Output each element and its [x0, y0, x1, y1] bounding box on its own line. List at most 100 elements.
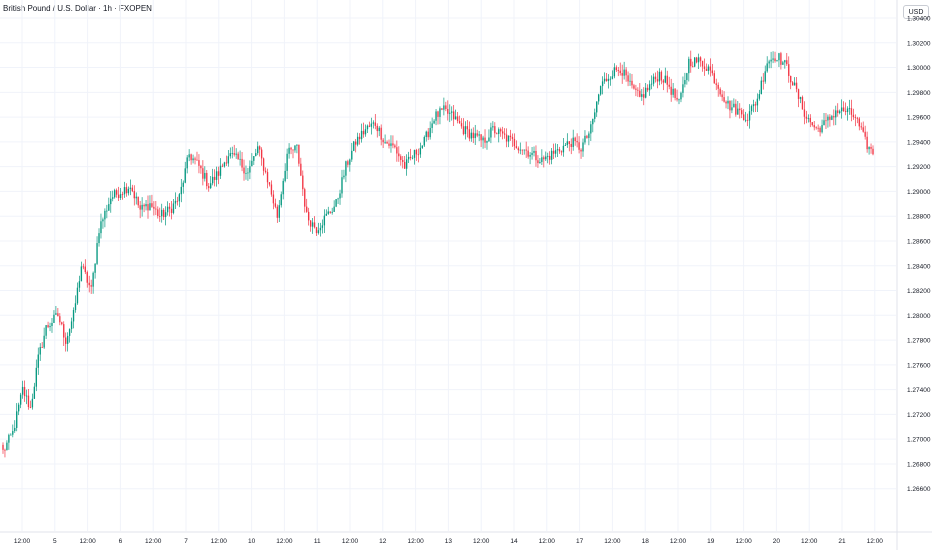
candle-down	[409, 148, 412, 161]
candle-up	[323, 209, 326, 234]
candle-up	[247, 167, 249, 181]
candle-down	[466, 119, 469, 138]
candle-down	[162, 208, 165, 221]
candle-down	[394, 143, 396, 149]
currency-selector-button[interactable]: USD	[903, 5, 929, 19]
candle-up	[145, 200, 147, 211]
price-tick-label: 1.28400	[907, 263, 931, 270]
candle-up	[66, 332, 69, 352]
candle-down	[355, 138, 357, 153]
candle-down	[719, 87, 721, 97]
candle-up	[425, 130, 427, 142]
candles	[2, 50, 874, 458]
candle-up	[341, 169, 343, 198]
candle-down	[786, 52, 788, 67]
candle-up	[384, 134, 386, 145]
candle-up	[756, 93, 759, 112]
candle-down	[427, 128, 429, 141]
candle-up	[37, 347, 39, 375]
candle-up	[94, 262, 96, 279]
candle-up	[848, 99, 851, 115]
candle-up	[100, 213, 102, 239]
candle-down	[241, 152, 243, 172]
candle-down	[797, 88, 800, 108]
candle-down	[137, 196, 139, 208]
candle-down	[196, 151, 198, 161]
candle-down	[176, 196, 179, 206]
time-tick-label: 5	[53, 538, 57, 545]
price-axis[interactable]: 1.30400 1.30200 1.30000 1.29800 1.29600 1.294…	[907, 16, 931, 494]
candle-up	[253, 156, 255, 165]
candle-up	[92, 271, 94, 294]
candle-up	[110, 191, 112, 213]
candle-up	[807, 114, 810, 123]
candle-down	[143, 203, 145, 213]
candle-up	[35, 359, 37, 392]
candle-up	[257, 141, 259, 156]
candle-down	[735, 99, 737, 117]
candle-down	[264, 167, 267, 174]
candle-up	[772, 51, 774, 64]
candle-up	[25, 389, 28, 405]
candle-down	[578, 136, 580, 154]
candle-down	[762, 73, 764, 90]
candle-down	[437, 110, 439, 125]
candle-up	[439, 106, 441, 125]
candle-up	[411, 155, 414, 160]
candle-up	[694, 57, 696, 68]
candle-down	[200, 164, 202, 174]
candle-up	[345, 160, 347, 183]
time-tick-label: 7	[184, 538, 188, 545]
time-axis[interactable]: 12:00 5 12:00 6 12:00 7 12:00 10 12:00 11 12:00 12 1…	[14, 538, 883, 545]
candle-up	[317, 222, 320, 235]
candle-down	[870, 143, 872, 154]
candle-up	[823, 112, 825, 126]
time-tick-label: 20	[773, 538, 781, 545]
price-tick-label: 1.30400	[907, 16, 931, 23]
candle-down	[862, 121, 864, 133]
candle-down	[213, 169, 216, 187]
candle-up	[454, 109, 457, 120]
candle-down	[509, 129, 512, 141]
candle-down	[157, 206, 159, 219]
candle-up	[10, 433, 12, 436]
candle-down	[496, 132, 498, 135]
candle-up	[582, 138, 584, 157]
time-tick-label: 6	[119, 538, 123, 545]
candle-up	[423, 135, 425, 148]
candle-down	[511, 133, 514, 147]
candle-up	[68, 328, 71, 343]
price-tick-label: 1.27000	[907, 437, 931, 444]
candle-down	[233, 144, 235, 157]
candle-down	[398, 146, 400, 162]
candle-down	[259, 145, 261, 157]
candle-down	[168, 203, 171, 217]
candle-down	[84, 259, 86, 275]
candle-up	[286, 148, 288, 180]
candle-up	[321, 219, 324, 234]
time-tick-label: 12:00	[276, 538, 293, 545]
candle-up	[123, 181, 126, 198]
candle-up	[419, 142, 422, 158]
time-tick-label: 10	[248, 538, 256, 545]
candle-down	[382, 137, 384, 149]
candle-down	[452, 105, 455, 127]
candle-up	[227, 149, 230, 167]
candle-down	[480, 133, 482, 147]
candle-up	[594, 108, 596, 123]
candle-down	[300, 157, 302, 177]
candle-up	[186, 155, 188, 174]
candle-down	[637, 87, 639, 97]
candle-down	[791, 81, 794, 86]
candle-up	[96, 236, 98, 266]
candle-up	[413, 149, 416, 165]
candle-down	[723, 91, 725, 103]
time-tick-label: 12:00	[145, 538, 162, 545]
candle-up	[831, 114, 833, 121]
candle-down	[190, 153, 192, 165]
candle-up	[678, 98, 680, 105]
candle-up	[547, 152, 549, 164]
candle-down	[88, 275, 90, 293]
